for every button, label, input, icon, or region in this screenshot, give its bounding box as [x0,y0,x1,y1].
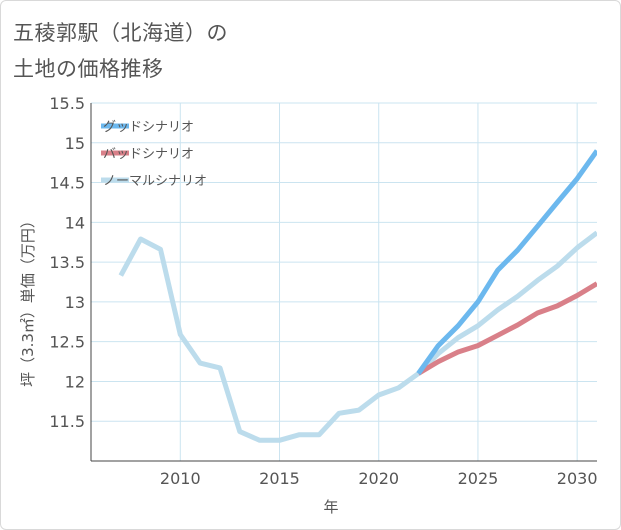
axes [90,103,597,462]
x-tick-label: 2030 [557,469,598,488]
y-tick-label: 12.5 [49,333,85,352]
x-tick-label: 2015 [259,469,300,488]
tick-labels: 2010 2015 2020 2025 2030 11.5 12 12.5 13 13.5 14 14… [49,94,597,488]
y-axis-title: 坪（3.3㎡）単価（万円） [19,213,37,387]
series-line-normal [118,230,597,443]
y-tick-label: 15 [65,134,85,153]
x-axis-title: 年 [323,498,338,516]
x-tick-label: 2010 [160,469,201,488]
y-tick-label: 15.5 [49,94,85,113]
legend-label-good[interactable]: グッドシナリオ [103,120,194,135]
x-tick-label: 2025 [458,469,499,488]
y-tick-label: 11.5 [49,412,85,431]
legend-label-normal[interactable]: ノーマルシナリオ [103,174,207,189]
series-line-bad [417,281,597,376]
series-lines [118,149,597,443]
y-tick-label: 13 [65,293,85,312]
y-tick-label: 13.5 [49,253,85,272]
y-tick-label: 14 [65,213,85,232]
y-tick-label: 14.5 [49,174,85,193]
grid-lines [91,102,597,461]
chart-title-line2: 土地の価格推移 [13,57,164,81]
y-tick-label: 12 [65,372,85,391]
chart-title: 五稜郭駅（北海道）の 土地の価格推移 [13,15,228,87]
chart-title-line1: 五稜郭駅（北海道）の [13,21,228,45]
x-tick-label: 2020 [358,469,399,488]
series-line-good [416,149,597,375]
legend-label-bad[interactable]: バッドシナリオ [103,147,194,162]
